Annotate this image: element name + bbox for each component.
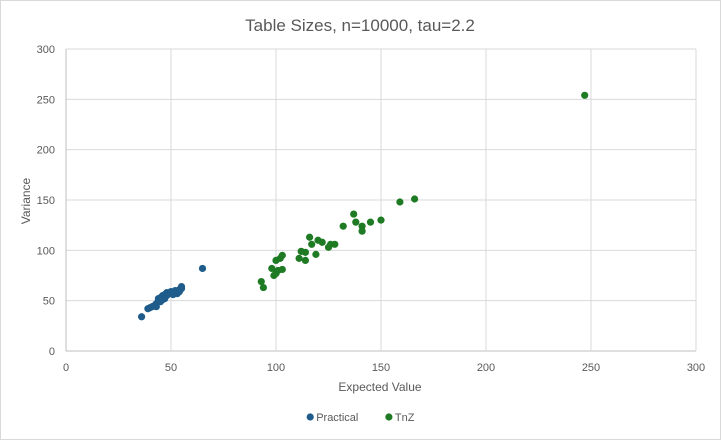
x-tick-label: 250	[582, 362, 600, 374]
tnz-point	[301, 248, 309, 256]
y-tick-label: 150	[37, 195, 55, 207]
tnz-point	[396, 198, 404, 206]
x-tick-label: 150	[372, 362, 390, 374]
x-tick-labels: 0 50 100 150 200 250 300	[63, 362, 705, 374]
practical-point	[177, 282, 186, 291]
y-tick-label: 50	[43, 296, 55, 308]
tnz-point	[358, 222, 366, 230]
gridlines	[65, 48, 697, 352]
y-tick-label: 100	[37, 245, 55, 257]
tnz-point	[295, 254, 303, 262]
tnz-point	[278, 251, 286, 259]
x-tick-label: 50	[165, 362, 177, 374]
legend: Practical TnZ	[306, 412, 415, 424]
tnz-point	[352, 218, 360, 226]
tnz-point	[339, 222, 347, 230]
tnz-point	[301, 256, 309, 264]
legend-marker-tnz	[385, 413, 393, 421]
legend-marker-practical	[306, 413, 314, 421]
data-points	[138, 91, 589, 321]
tnz-point	[308, 240, 316, 248]
x-tick-label: 100	[267, 362, 285, 374]
chart-title: Table Sizes, n=10000, tau=2.2	[245, 16, 475, 35]
tnz-point	[411, 195, 419, 203]
tnz-point	[358, 227, 366, 235]
tnz-point	[350, 210, 358, 218]
tnz-point	[278, 265, 286, 274]
legend-label-practical: Practical	[316, 412, 358, 424]
tnz-point	[366, 218, 375, 226]
practical-point	[138, 313, 146, 321]
x-tick-label: 300	[687, 362, 705, 374]
y-tick-label: 200	[37, 145, 55, 157]
tnz-point	[268, 264, 276, 273]
y-tick-label: 0	[49, 346, 55, 358]
tnz-point	[306, 233, 314, 241]
y-axis-label: Variance	[19, 177, 33, 224]
tnz-point	[581, 91, 589, 99]
tnz-point	[259, 283, 267, 292]
legend-label-tnz: TnZ	[395, 412, 415, 424]
tnz-point	[331, 240, 339, 248]
x-axis-label: Expected Value	[338, 380, 421, 394]
x-tick-label: 0	[63, 362, 69, 374]
practical-point	[198, 264, 207, 273]
x-tick-label: 200	[477, 362, 495, 374]
tnz-point	[318, 238, 326, 246]
tnz-point	[312, 250, 320, 258]
y-tick-label: 250	[37, 94, 55, 106]
tnz-point	[377, 216, 385, 224]
tnz-point	[257, 277, 265, 286]
y-tick-labels: 0 50 100 150 200 250 300	[37, 44, 55, 358]
y-tick-label: 300	[37, 44, 55, 56]
